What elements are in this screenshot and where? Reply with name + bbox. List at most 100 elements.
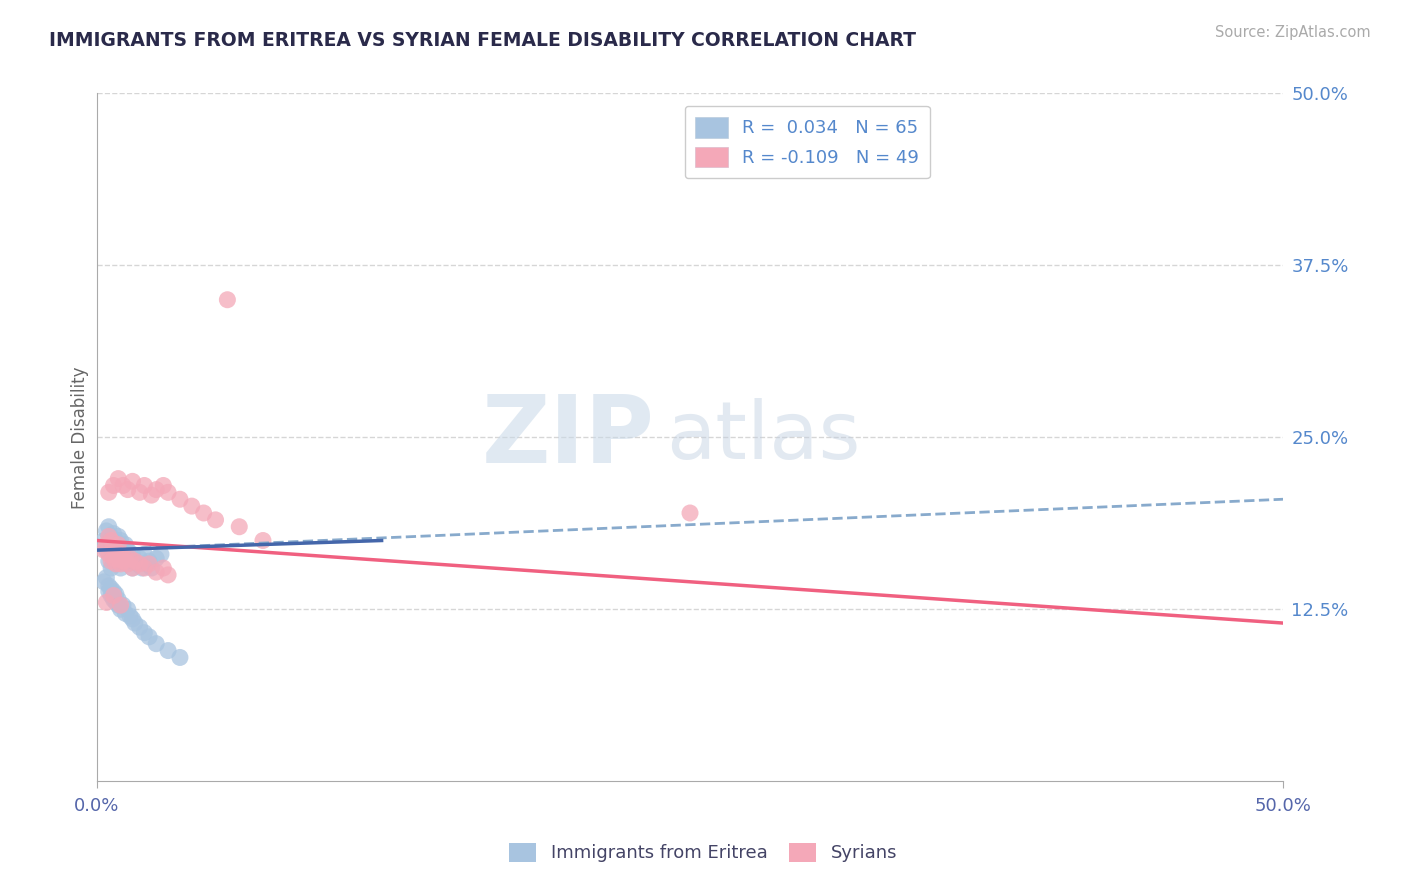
Point bbox=[107, 472, 129, 486]
Point bbox=[152, 478, 174, 492]
Point bbox=[104, 595, 127, 609]
Point bbox=[145, 637, 167, 651]
Point bbox=[100, 533, 122, 548]
Y-axis label: Female Disability: Female Disability bbox=[72, 366, 89, 508]
Point bbox=[111, 554, 134, 568]
Legend: R =  0.034   N = 65, R = -0.109   N = 49: R = 0.034 N = 65, R = -0.109 N = 49 bbox=[685, 106, 931, 178]
Point bbox=[117, 483, 139, 497]
Point bbox=[157, 568, 180, 582]
Point bbox=[138, 557, 160, 571]
Point bbox=[124, 554, 146, 568]
Point bbox=[107, 551, 129, 566]
Point bbox=[103, 584, 125, 599]
Point bbox=[110, 561, 132, 575]
Point bbox=[169, 650, 191, 665]
Point bbox=[128, 551, 150, 566]
Point bbox=[145, 483, 167, 497]
Point bbox=[107, 538, 129, 552]
Point bbox=[121, 561, 143, 575]
Text: atlas: atlas bbox=[666, 399, 860, 476]
Point bbox=[124, 554, 146, 568]
Point bbox=[169, 492, 191, 507]
Point bbox=[204, 513, 226, 527]
Point bbox=[100, 589, 122, 603]
Point bbox=[121, 612, 143, 626]
Point bbox=[104, 587, 127, 601]
Point bbox=[93, 543, 115, 558]
Point bbox=[103, 589, 125, 603]
Point bbox=[96, 595, 118, 609]
Point bbox=[134, 547, 156, 561]
Point bbox=[228, 520, 250, 534]
Point bbox=[100, 582, 122, 596]
Point bbox=[128, 557, 150, 571]
Point bbox=[120, 609, 142, 624]
Point bbox=[100, 554, 122, 568]
Point bbox=[252, 533, 274, 548]
Point bbox=[111, 541, 134, 555]
Point bbox=[157, 643, 180, 657]
Point bbox=[97, 547, 120, 561]
Point bbox=[110, 533, 132, 548]
Point bbox=[128, 620, 150, 634]
Point bbox=[157, 485, 180, 500]
Point bbox=[180, 499, 202, 513]
Point bbox=[124, 615, 146, 630]
Point bbox=[110, 547, 132, 561]
Point bbox=[117, 557, 139, 571]
Point bbox=[107, 598, 129, 612]
Point bbox=[141, 488, 163, 502]
Point bbox=[97, 579, 120, 593]
Point bbox=[134, 561, 156, 575]
Point bbox=[145, 565, 167, 579]
Point bbox=[138, 554, 160, 568]
Point bbox=[131, 561, 153, 575]
Point bbox=[134, 478, 156, 492]
Point bbox=[120, 551, 142, 566]
Point bbox=[110, 557, 132, 571]
Point bbox=[93, 533, 115, 548]
Point bbox=[96, 543, 118, 558]
Point bbox=[104, 533, 127, 548]
Point bbox=[107, 554, 129, 568]
Point bbox=[111, 598, 134, 612]
Point bbox=[104, 547, 127, 561]
Point bbox=[117, 557, 139, 571]
Point bbox=[100, 561, 122, 575]
Point bbox=[128, 485, 150, 500]
Point bbox=[110, 602, 132, 616]
Legend: Immigrants from Eritrea, Syrians: Immigrants from Eritrea, Syrians bbox=[502, 836, 904, 870]
Point bbox=[152, 561, 174, 575]
Point bbox=[103, 541, 125, 555]
Point bbox=[138, 630, 160, 644]
Point bbox=[103, 551, 125, 566]
Point bbox=[103, 551, 125, 566]
Text: IMMIGRANTS FROM ERITREA VS SYRIAN FEMALE DISABILITY CORRELATION CHART: IMMIGRANTS FROM ERITREA VS SYRIAN FEMALE… bbox=[49, 31, 917, 50]
Point bbox=[103, 478, 125, 492]
Point bbox=[96, 538, 118, 552]
Point bbox=[120, 554, 142, 568]
Point bbox=[100, 543, 122, 558]
Point bbox=[134, 625, 156, 640]
Point bbox=[149, 547, 172, 561]
Point bbox=[141, 561, 163, 575]
Point bbox=[97, 529, 120, 543]
Point bbox=[217, 293, 239, 307]
Point bbox=[96, 571, 118, 585]
Point bbox=[145, 551, 167, 566]
Point bbox=[107, 529, 129, 543]
Point bbox=[103, 526, 125, 541]
Point bbox=[679, 506, 702, 520]
Point bbox=[110, 598, 132, 612]
Point bbox=[100, 529, 122, 543]
Point bbox=[111, 478, 134, 492]
Point bbox=[114, 538, 136, 552]
Point bbox=[193, 506, 215, 520]
Point bbox=[104, 557, 127, 571]
Point bbox=[117, 543, 139, 558]
Point bbox=[107, 592, 129, 607]
Point bbox=[135, 557, 157, 571]
Point bbox=[97, 554, 120, 568]
Point bbox=[127, 557, 149, 571]
Point bbox=[104, 543, 127, 558]
